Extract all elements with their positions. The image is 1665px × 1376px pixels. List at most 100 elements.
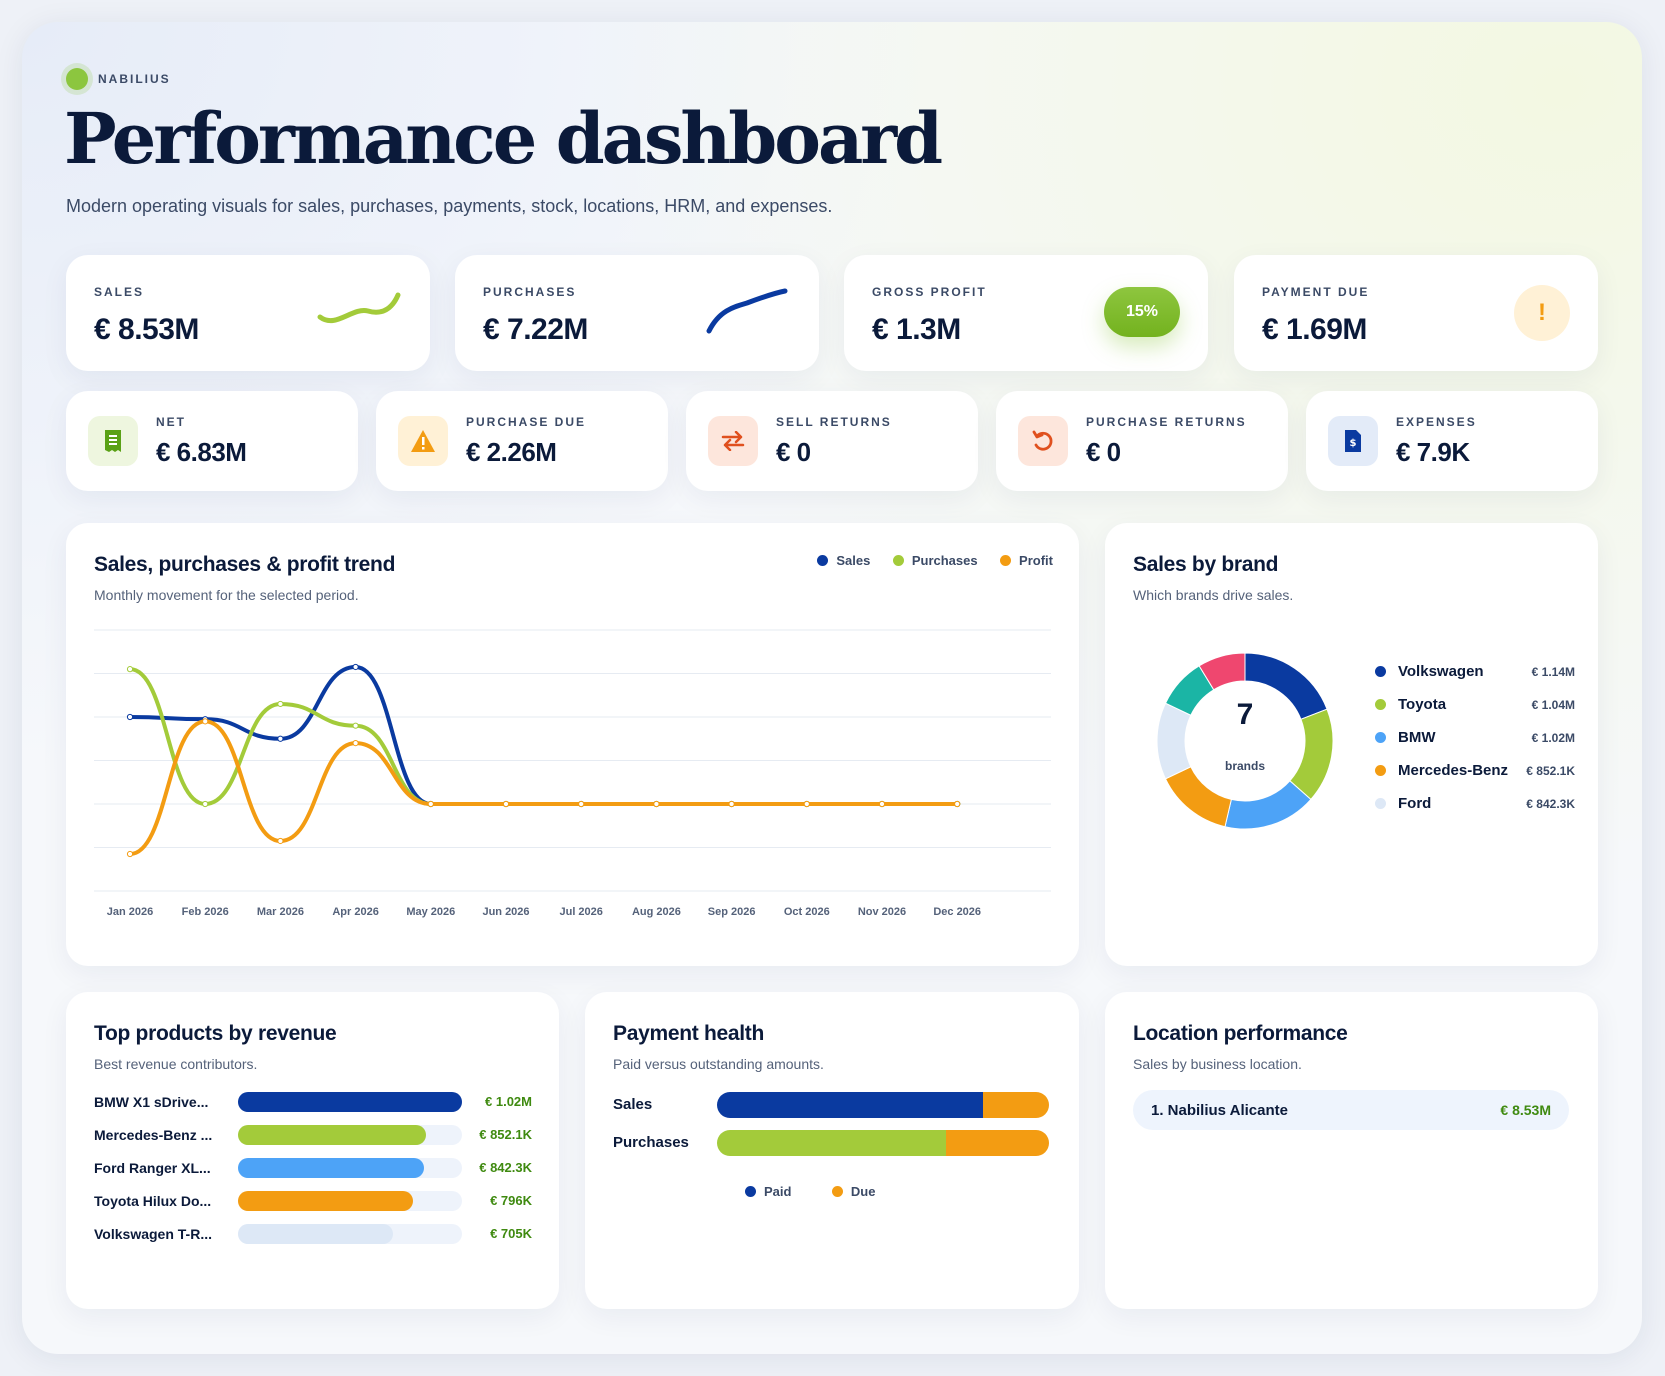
data-point-purchases[interactable]	[277, 700, 284, 708]
brand-legend-item[interactable]: BMW € 1.02M	[1375, 729, 1575, 746]
svg-text:$: $	[1350, 438, 1357, 449]
brand-count-label: brands	[1224, 759, 1265, 773]
kpi-card-purchase-due[interactable]: PURCHASE DUE € 2.26M	[376, 391, 668, 491]
payment-health-card: Payment health Paid versus outstanding a…	[585, 992, 1079, 1309]
data-point-profit[interactable]	[126, 850, 134, 858]
trend-chart-card: Sales, purchases & profit trend Monthly …	[66, 523, 1079, 966]
top-products-card: Top products by revenue Best revenue con…	[66, 992, 559, 1309]
payment-bars: Sales Purchases	[613, 1092, 1053, 1172]
warning-icon	[398, 416, 448, 466]
product-row[interactable]: Volkswagen T-R... € 705K	[94, 1224, 532, 1246]
product-name: Mercedes-Benz ...	[94, 1127, 213, 1143]
kpi-card-sell-returns[interactable]: SELL RETURNS € 0	[686, 391, 978, 491]
kpi-label: GROSS PROFIT	[872, 285, 987, 299]
product-row[interactable]: BMW X1 sDrive... € 1.02M	[94, 1092, 532, 1114]
legend-item[interactable]: Due	[831, 1184, 875, 1199]
donut-slice[interactable]	[1156, 702, 1192, 780]
product-name: Toyota Hilux Do...	[94, 1193, 212, 1209]
kpi-card-expenses[interactable]: $ EXPENSES € 7.9K	[1306, 391, 1598, 491]
kpi-card-sales[interactable]: SALES € 8.53M	[66, 255, 430, 371]
brand-legend-item[interactable]: Ford € 842.3K	[1375, 795, 1575, 812]
product-row[interactable]: Mercedes-Benz ... € 852.1K	[94, 1125, 532, 1147]
legend-item[interactable]: Paid	[745, 1184, 791, 1199]
x-tick-label: Mar 2026	[257, 906, 304, 918]
brand-legend: Volkswagen € 1.14M Toyota € 1.04M BMW € 1.0…	[1375, 663, 1575, 833]
product-name: BMW X1 sDrive...	[94, 1094, 209, 1110]
product-name: Ford Ranger XL...	[94, 1160, 211, 1176]
legend-item[interactable]: Profit	[1000, 553, 1053, 568]
brand-legend-item[interactable]: Toyota € 1.04M	[1375, 696, 1575, 713]
data-point-sales[interactable]	[277, 735, 284, 742]
trend-subtitle: Monthly movement for the selected period…	[94, 587, 359, 603]
kpi-label: EXPENSES	[1396, 414, 1477, 429]
product-bar-track	[238, 1224, 462, 1244]
payment-bar-purchases[interactable]	[717, 1130, 1049, 1156]
product-bar-track	[238, 1191, 462, 1211]
series-line-sales	[128, 664, 960, 806]
data-point-profit[interactable]	[427, 800, 434, 808]
data-point-profit[interactable]	[803, 800, 810, 808]
data-point-purchases[interactable]	[352, 722, 359, 729]
products-subtitle: Best revenue contributors.	[94, 1056, 258, 1072]
donut-slice[interactable]	[1164, 766, 1232, 828]
data-point-sales[interactable]	[126, 713, 134, 721]
kpi-value: € 1.69M	[1262, 313, 1367, 346]
data-point-profit[interactable]	[878, 800, 886, 808]
brand-donut-chart	[1156, 652, 1334, 830]
product-value: € 852.1K	[479, 1127, 532, 1142]
data-point-sales[interactable]	[352, 663, 359, 671]
data-point-profit[interactable]	[728, 800, 735, 808]
payment-legend: Paid Due	[745, 1184, 875, 1202]
brand-legend-item[interactable]: Volkswagen € 1.14M	[1375, 663, 1575, 680]
brand-logo-dot	[66, 68, 88, 90]
data-point-profit[interactable]	[202, 718, 209, 725]
data-point-profit[interactable]	[352, 740, 359, 747]
kpi-value: € 2.26M	[466, 436, 557, 467]
data-point-profit[interactable]	[578, 800, 585, 808]
kpi-card-purchase-returns[interactable]: PURCHASE RETURNS € 0	[996, 391, 1288, 491]
data-point-profit[interactable]	[502, 800, 510, 808]
data-point-purchases[interactable]	[126, 666, 134, 673]
donut-slice[interactable]	[1289, 708, 1334, 801]
product-bar-fill	[238, 1125, 427, 1145]
kpi-card-gross-profit[interactable]: GROSS PROFIT € 1.3M 15%	[844, 255, 1208, 371]
product-bar-track	[238, 1158, 462, 1178]
donut-slice[interactable]	[1198, 652, 1246, 691]
legend-item[interactable]: Purchases	[892, 553, 978, 568]
brand-chart-card: Sales by brand Which brands drive sales.…	[1105, 523, 1598, 966]
product-name: Volkswagen T-R...	[94, 1226, 212, 1242]
kpi-card-payment-due[interactable]: PAYMENT DUE € 1.69M !	[1234, 255, 1598, 371]
product-bar-track	[238, 1092, 462, 1112]
kpi-label: SALES	[94, 285, 145, 299]
page-title: Performance dashboard	[64, 97, 943, 180]
data-point-profit[interactable]	[277, 837, 284, 845]
location-title: Location performance	[1133, 1022, 1348, 1045]
brand: NABILIUS	[66, 68, 171, 90]
product-bar-fill	[238, 1191, 413, 1211]
location-name: 1. Nabilius Alicante	[1151, 1101, 1288, 1119]
x-tick-label: Jan 2026	[107, 906, 153, 918]
x-tick-label: Apr 2026	[332, 906, 378, 918]
donut-slice[interactable]	[1224, 780, 1312, 830]
legend-item[interactable]: Sales	[817, 553, 870, 568]
brand-legend-item[interactable]: Mercedes-Benz € 852.1K	[1375, 762, 1575, 779]
kpi-value: € 7.22M	[483, 313, 588, 346]
location-subtitle: Sales by business location.	[1133, 1056, 1302, 1072]
product-row[interactable]: Toyota Hilux Do... € 796K	[94, 1191, 532, 1213]
kpi-card-net[interactable]: NET € 6.83M	[66, 391, 358, 491]
kpi-card-purchases[interactable]: PURCHASES € 7.22M	[455, 255, 819, 371]
payment-subtitle: Paid versus outstanding amounts.	[613, 1056, 824, 1072]
payment-row-label: Purchases	[613, 1134, 689, 1151]
payment-bar-sales[interactable]	[717, 1092, 1049, 1118]
data-point-purchases[interactable]	[202, 800, 209, 808]
data-point-profit[interactable]	[954, 800, 961, 808]
undo-icon	[1018, 416, 1068, 466]
location-row[interactable]: 1. Nabilius Alicante € 8.53M	[1133, 1090, 1569, 1130]
product-row[interactable]: Ford Ranger XL... € 842.3K	[94, 1158, 532, 1180]
kpi-label: PURCHASES	[483, 285, 577, 299]
data-point-profit[interactable]	[653, 800, 660, 808]
paid-segment	[717, 1092, 983, 1118]
brand-title: Sales by brand	[1133, 553, 1279, 576]
kpi-value: € 0	[1086, 436, 1121, 467]
kpi-label: NET	[156, 414, 186, 429]
